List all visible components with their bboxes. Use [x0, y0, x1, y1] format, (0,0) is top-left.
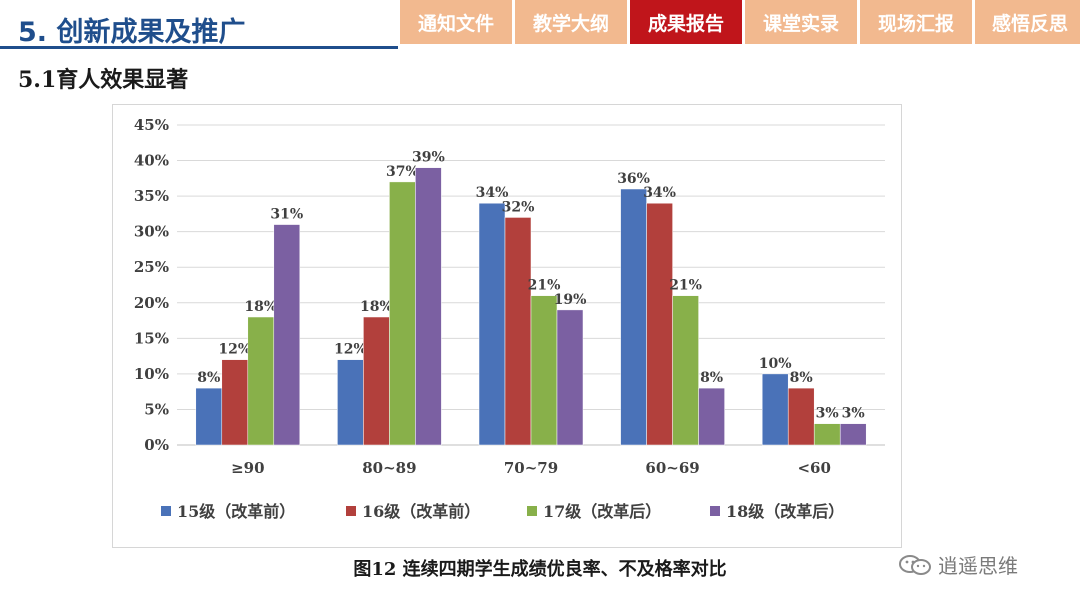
data-label: 18% [244, 299, 277, 315]
data-label: 8% [790, 370, 813, 386]
tab-live-report[interactable]: 现场汇报 [860, 0, 972, 44]
tab-syllabus[interactable]: 教学大纲 [515, 0, 627, 44]
y-tick-label: 5% [144, 400, 169, 418]
bar [761, 373, 789, 446]
watermark-text: 逍遥思维 [938, 554, 1018, 578]
data-label: 21% [528, 278, 561, 294]
bar [504, 217, 532, 446]
data-label: 39% [412, 150, 445, 166]
tab-reflections[interactable]: 感悟反思 [975, 0, 1080, 44]
y-tick-label: 30% [134, 223, 169, 241]
legend-label: 18级（改革后） [726, 502, 844, 521]
y-tick-label: 10% [134, 365, 169, 383]
bar [415, 167, 442, 446]
x-tick-label: 70~79 [504, 459, 558, 477]
bar [672, 295, 699, 446]
bar [247, 316, 275, 446]
x-tick-label: 80~89 [362, 459, 416, 477]
tab-class-recordings[interactable]: 课堂实录 [745, 0, 857, 44]
legend-swatch [346, 506, 356, 516]
bar [813, 423, 841, 446]
bar [363, 316, 390, 446]
data-label: 12% [218, 342, 251, 358]
data-label: 12% [334, 342, 367, 358]
watermark: 逍遥思维 [898, 550, 1018, 579]
data-label: 3% [842, 406, 865, 422]
bar [556, 309, 584, 446]
data-label: 37% [386, 164, 419, 180]
y-tick-label: 35% [134, 187, 169, 205]
bar [478, 202, 506, 446]
legend-label: 16级（改革前） [362, 502, 480, 521]
tab-notice-files[interactable]: 通知文件 [400, 0, 512, 44]
legend-label: 17级（改革后） [543, 502, 661, 521]
data-label: 21% [669, 278, 702, 294]
y-tick-label: 40% [134, 152, 169, 170]
data-label: 34% [476, 185, 509, 201]
data-label: 34% [643, 185, 676, 201]
data-label: 36% [617, 171, 650, 187]
section-title: 5.1育人效果显著 [18, 67, 189, 93]
data-label: 31% [270, 207, 303, 223]
bar [839, 423, 867, 446]
y-tick-label: 20% [134, 294, 169, 312]
y-tick-label: 0% [144, 436, 169, 454]
data-label: 3% [816, 406, 839, 422]
title-underline [0, 46, 398, 49]
bar [195, 387, 223, 446]
figure-caption: 图12 连续四期学生成绩优良率、不及格率对比 [353, 559, 727, 580]
grouped-bar-chart: 0% 5% 10% 15% 20% 25% 30% 35% 40% 45% 8% 12% 18% 31% ≥… [134, 116, 885, 521]
y-tick-label: 15% [134, 329, 169, 347]
legend-swatch [161, 506, 171, 516]
x-tick-label: ≥90 [231, 459, 264, 477]
bar [389, 181, 416, 446]
slide-header: 5. 创新成果及推广 通知文件 教学大纲 成果报告 课堂实录 现场汇报 感悟反思 [0, 0, 1080, 54]
bar [273, 224, 301, 446]
y-tick-label: 45% [134, 116, 169, 134]
bar [698, 387, 725, 446]
slide-title: 5. 创新成果及推广 [18, 17, 246, 48]
x-tick-label: <60 [797, 459, 830, 477]
bar [221, 359, 249, 446]
bar [787, 387, 815, 446]
y-tick-label: 25% [134, 258, 169, 276]
legend-label: 15级（改革前） [177, 502, 295, 521]
legend-swatch [710, 506, 720, 516]
data-label: 19% [554, 292, 587, 308]
tab-results-report[interactable]: 成果报告 [630, 0, 742, 44]
data-label: 8% [197, 370, 220, 386]
chart-frame: 0% 5% 10% 15% 20% 25% 30% 35% 40% 45% 8% 12% 18% 31% ≥… [112, 104, 902, 548]
bar [337, 359, 364, 446]
data-label: 10% [759, 356, 792, 372]
bar [620, 188, 647, 446]
data-label: 32% [502, 199, 535, 215]
data-label: 8% [700, 370, 723, 386]
data-label: 18% [360, 299, 393, 315]
wechat-icon [899, 554, 931, 575]
x-tick-label: 60~69 [645, 459, 699, 477]
legend-swatch [527, 506, 537, 516]
bar [530, 295, 558, 446]
nav-tabs: 通知文件 教学大纲 成果报告 课堂实录 现场汇报 感悟反思 [400, 0, 1080, 48]
bar [646, 202, 673, 446]
